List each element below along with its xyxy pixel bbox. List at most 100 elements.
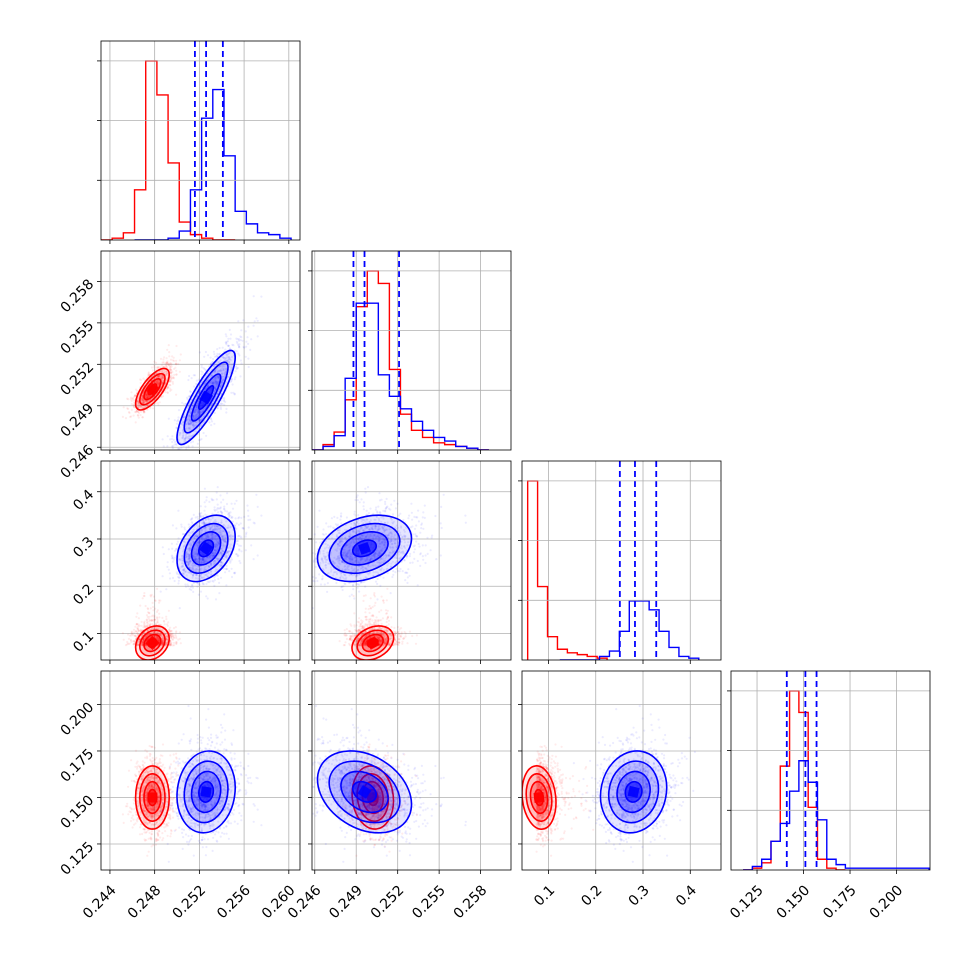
sample-point	[158, 380, 161, 383]
sample-point	[222, 364, 225, 367]
sample-point	[158, 401, 161, 404]
sample-point	[238, 354, 241, 357]
sample-point	[250, 544, 253, 547]
sample-point	[219, 565, 222, 568]
sample-point	[162, 637, 165, 641]
sample-point	[147, 395, 150, 398]
sample-point	[165, 635, 168, 638]
sample-point	[200, 364, 203, 367]
sample-point	[174, 362, 177, 365]
sample-point	[206, 557, 209, 561]
sample-point	[229, 380, 232, 383]
sample-point	[141, 398, 144, 401]
sample-point	[182, 437, 185, 440]
sample-point	[147, 623, 150, 626]
sample-point	[184, 439, 187, 443]
sample-point	[169, 438, 172, 441]
sample-point	[187, 549, 191, 552]
sample-point	[200, 381, 203, 384]
sample-point	[188, 566, 191, 569]
sample-point	[161, 642, 164, 645]
sample-point	[225, 354, 228, 357]
sample-point	[158, 633, 161, 636]
sample-point	[134, 630, 137, 633]
sample-point	[203, 388, 206, 391]
sample-point	[188, 419, 191, 422]
sample-point	[203, 573, 206, 576]
sample-point	[187, 423, 190, 426]
sample-point	[142, 632, 145, 636]
sample-point	[197, 558, 200, 561]
sample-point	[230, 516, 233, 520]
sample-point	[161, 575, 164, 578]
sample-point	[228, 356, 231, 359]
contour-1	[138, 629, 166, 657]
sample-point	[230, 379, 233, 382]
sample-point	[234, 376, 237, 379]
sample-point	[225, 568, 228, 571]
sample-point	[179, 642, 182, 645]
sample-point	[183, 438, 186, 442]
sample-point	[186, 436, 189, 439]
sample-point	[142, 638, 145, 641]
sample-point	[217, 376, 220, 379]
sample-point	[144, 624, 147, 628]
sample-point	[167, 386, 170, 389]
sample-point	[167, 609, 170, 612]
sample-point	[183, 544, 186, 547]
sample-point	[225, 526, 228, 530]
sample-point	[141, 405, 144, 408]
sample-point	[168, 572, 171, 575]
sample-point	[193, 537, 196, 540]
sample-point	[178, 637, 181, 640]
sample-point	[212, 382, 215, 385]
sample-point	[210, 418, 213, 421]
sample-point	[166, 360, 169, 363]
sample-point	[179, 546, 182, 550]
sample-point	[171, 635, 174, 638]
sample-point	[210, 497, 213, 500]
sample-point	[166, 348, 169, 351]
sample-point	[145, 396, 149, 399]
sample-point	[189, 412, 192, 415]
sample-point	[187, 444, 190, 447]
sample-point	[142, 638, 145, 641]
sample-point	[135, 409, 138, 413]
sample-point	[159, 374, 162, 377]
sample-point	[243, 346, 246, 349]
sample-point	[171, 557, 174, 560]
sample-point	[170, 633, 173, 636]
sample-point	[146, 611, 150, 614]
sample-point	[183, 403, 186, 406]
sample-point	[155, 622, 158, 625]
sample-point	[221, 382, 224, 385]
sample-point	[202, 576, 206, 579]
sample-point	[156, 637, 159, 640]
sample-point	[199, 540, 202, 543]
sample-point	[138, 629, 141, 633]
sample-point	[197, 517, 200, 521]
sample-point	[157, 383, 160, 386]
sample-point	[205, 573, 208, 576]
sample-point	[230, 355, 234, 359]
sample-point	[194, 577, 197, 580]
sample-point	[204, 387, 207, 390]
sample-point	[197, 555, 200, 558]
sample-point	[216, 382, 219, 385]
panel-1-0	[97, 250, 301, 454]
sample-point	[225, 584, 228, 587]
sample-point	[217, 375, 220, 378]
sample-point	[194, 408, 197, 411]
sample-point	[175, 527, 178, 530]
sample-point	[196, 553, 199, 556]
sample-point	[166, 361, 169, 364]
sample-point	[198, 411, 201, 414]
sample-point	[212, 554, 215, 558]
sample-point	[157, 640, 160, 643]
sample-point	[188, 555, 191, 558]
sample-point	[220, 380, 223, 383]
sample-point	[213, 549, 217, 552]
sample-point	[216, 507, 219, 510]
sample-point	[149, 399, 152, 402]
sample-point	[166, 639, 169, 642]
